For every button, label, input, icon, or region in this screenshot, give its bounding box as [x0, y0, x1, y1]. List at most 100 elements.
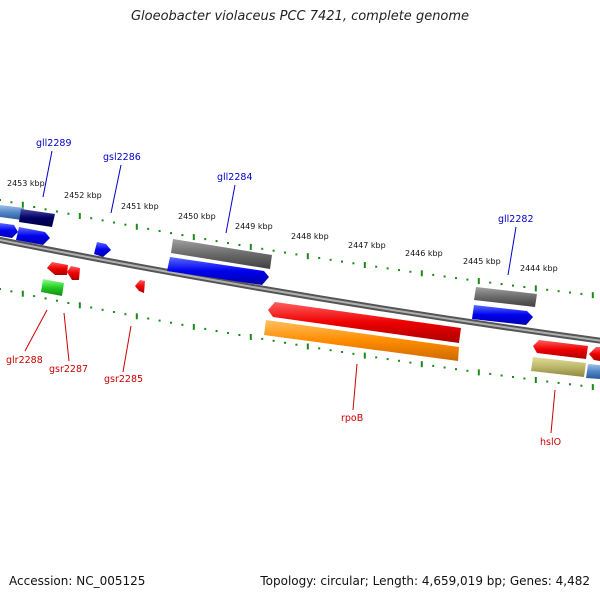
gene-feature[interactable] — [19, 209, 55, 227]
gene-feature[interactable] — [533, 340, 588, 359]
minor-tick — [67, 302, 70, 304]
gene-label-gll2282[interactable]: gll2282 — [498, 214, 534, 225]
minor-tick — [500, 374, 503, 377]
kbp-label: 2450 kbp — [178, 212, 216, 221]
gene-feature[interactable] — [171, 239, 272, 269]
minor-tick — [386, 358, 389, 361]
minor-tick — [204, 327, 207, 330]
minor-tick — [443, 275, 446, 278]
minor-tick — [261, 247, 264, 250]
gene-label-gsr2287[interactable]: gsr2287 — [49, 364, 88, 375]
major-tick — [192, 323, 195, 330]
gene-feature[interactable] — [589, 347, 600, 361]
gene-feature[interactable] — [0, 223, 18, 238]
major-tick — [477, 278, 480, 285]
gene-feature[interactable] — [135, 280, 145, 293]
gene-feature[interactable] — [472, 305, 533, 325]
gene-label-glr2288[interactable]: glr2288 — [6, 355, 43, 366]
gene-feature[interactable] — [16, 227, 50, 245]
major-tick — [534, 377, 537, 383]
minor-tick — [284, 341, 286, 344]
accession-label: Accession: NC_005125 — [9, 574, 146, 588]
minor-tick — [580, 292, 583, 295]
minor-tick — [181, 323, 184, 326]
major-tick — [420, 270, 423, 277]
minor-tick — [512, 284, 514, 287]
minor-tick — [329, 349, 332, 352]
kbp-label: 2451 kbp — [121, 202, 159, 211]
gene-feature[interactable] — [41, 279, 64, 296]
minor-tick — [101, 308, 104, 311]
gene-label-rpoB[interactable]: rpoB — [341, 413, 363, 424]
kbp-label: 2446 kbp — [405, 249, 443, 258]
minor-tick — [272, 249, 275, 252]
minor-tick — [557, 381, 560, 384]
minor-tick — [67, 212, 70, 215]
gene-label-gsr2285[interactable]: gsr2285 — [104, 374, 143, 385]
minor-tick — [318, 257, 321, 259]
gene-label-gll2284[interactable]: gll2284 — [217, 172, 253, 183]
major-tick — [306, 343, 309, 350]
gene-feature[interactable] — [586, 364, 600, 379]
kbp-label: 2453 kbp — [7, 179, 45, 188]
kbp-label: 2448 kbp — [291, 232, 329, 241]
minor-tick — [409, 270, 412, 273]
major-tick — [591, 292, 594, 299]
gene-feature[interactable] — [0, 205, 24, 220]
minor-tick — [90, 306, 93, 309]
gene-label-gsl2286[interactable]: gsl2286 — [103, 152, 141, 163]
minor-tick — [489, 372, 492, 375]
minor-tick — [455, 277, 457, 280]
minor-tick — [227, 332, 229, 334]
minor-tick — [318, 347, 321, 350]
kbp-label: 2452 kbp — [64, 191, 102, 200]
minor-tick — [272, 339, 275, 342]
gene-feature[interactable] — [268, 302, 461, 343]
gene-feature[interactable] — [167, 257, 269, 285]
gene-feature[interactable] — [531, 357, 586, 377]
minor-tick — [56, 210, 58, 213]
gene-feature[interactable] — [474, 287, 537, 307]
genome-axis-highlight — [0, 238, 600, 342]
major-tick — [306, 253, 309, 260]
minor-tick — [0, 288, 1, 290]
map-title: Gloeobacter violaceus PCC 7421, complete… — [130, 9, 470, 24]
leader-line — [352, 363, 358, 411]
leader-line — [42, 150, 53, 198]
minor-tick — [398, 269, 400, 272]
major-tick — [420, 361, 423, 368]
minor-tick — [523, 377, 526, 380]
minor-tick — [295, 343, 298, 346]
minor-tick — [489, 281, 492, 284]
minor-tick — [341, 260, 343, 263]
lower-gene-labels: glr2288 gsr2287 gsr2285 rpoB hslO — [6, 309, 561, 448]
major-tick — [591, 384, 594, 391]
major-tick — [21, 290, 24, 297]
gene-feature[interactable] — [67, 266, 80, 280]
minor-tick — [455, 368, 457, 371]
minor-tick — [0, 199, 1, 201]
topology-summary: Topology: circular; Length: 4,659,019 bp… — [260, 574, 590, 588]
minor-tick — [124, 223, 127, 226]
minor-tick — [215, 330, 218, 332]
gene-label-hslO[interactable]: hslO — [540, 437, 561, 448]
kbp-label: 2447 kbp — [348, 241, 386, 250]
minor-tick — [329, 258, 332, 261]
minor-tick — [523, 286, 526, 288]
minor-tick — [181, 234, 184, 237]
gene-feature[interactable] — [47, 262, 68, 275]
gene-feature[interactable] — [264, 320, 459, 361]
gene-feature[interactable] — [94, 242, 111, 257]
major-tick — [78, 213, 81, 219]
minor-tick — [113, 311, 115, 313]
major-tick — [363, 262, 366, 268]
minor-tick — [204, 238, 207, 241]
minor-tick — [557, 290, 560, 293]
minor-tick — [375, 356, 378, 359]
gene-label-gll2289[interactable]: gll2289 — [36, 138, 72, 149]
minor-tick — [546, 288, 549, 291]
leader-line — [63, 312, 70, 362]
major-tick — [78, 302, 81, 309]
minor-tick — [147, 227, 150, 230]
